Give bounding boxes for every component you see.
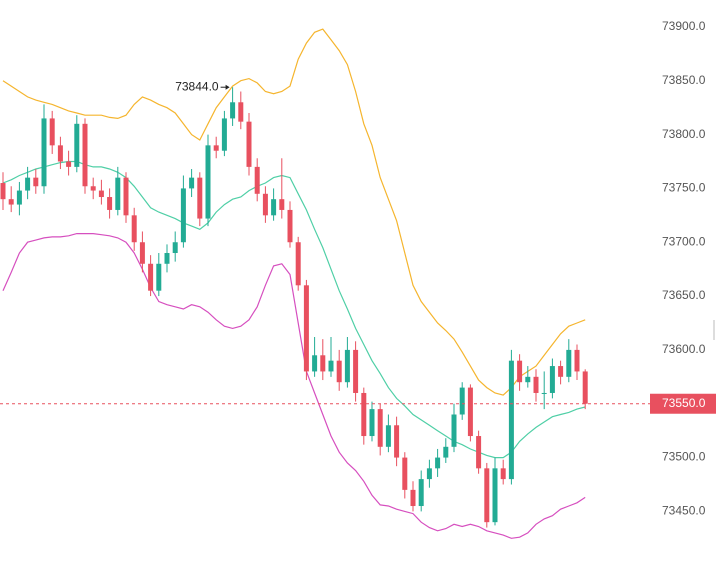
candle-body (16, 190, 22, 205)
candle-body (336, 360, 342, 383)
candle-body (254, 166, 260, 194)
high-annotation: 73844.0 (175, 79, 219, 93)
candle-body (123, 177, 129, 216)
y-tick-label: 73850.0 (662, 73, 706, 87)
candle-body (492, 468, 498, 523)
y-axis: 73450.0 73500.0 73550.0 73600.0 73650.0 73700… (650, 19, 716, 518)
candle-body (230, 102, 236, 119)
candle-body (435, 457, 441, 469)
candle-body (262, 193, 268, 216)
candle-body (312, 355, 318, 372)
candle-body (213, 145, 219, 151)
candle-body (180, 188, 186, 243)
candle-body (467, 387, 473, 437)
candle-body (582, 371, 588, 404)
candle-body (66, 161, 72, 167)
candle-body (410, 489, 416, 507)
candle-body (369, 409, 375, 437)
candle-body (574, 349, 580, 372)
y-tick-label: 73500.0 (662, 450, 706, 464)
candle-body (90, 186, 96, 191)
candle-body (49, 118, 55, 146)
candle-body (361, 392, 367, 437)
candle-body (402, 457, 408, 490)
candle-body (98, 190, 104, 198)
candle-body (566, 349, 572, 377)
candle-body (74, 123, 80, 167)
candle-body (303, 285, 309, 372)
candle-body (476, 436, 482, 469)
y-tick-label: 73800.0 (662, 127, 706, 141)
candle-body (287, 209, 293, 243)
candle-body (394, 425, 400, 458)
candle-body (172, 242, 178, 254)
candle-body (541, 392, 547, 394)
candle-body (197, 177, 203, 219)
candle-body (279, 199, 285, 210)
candle-body (508, 360, 514, 480)
band-line (2, 160, 586, 459)
candle-body (443, 446, 449, 458)
last-price-label: 73550.0 (662, 396, 706, 410)
candle-body (8, 199, 14, 205)
candle-body (500, 468, 506, 480)
candle-body (328, 360, 334, 372)
y-tick-label: 73600.0 (662, 342, 706, 356)
candle-body (320, 355, 326, 372)
candle-body (131, 215, 137, 243)
candle-body (189, 177, 195, 189)
candle-body (459, 387, 465, 415)
candle-body (484, 468, 490, 523)
candle-body (25, 177, 31, 191)
candle-body (164, 253, 170, 264)
candle-body (0, 183, 6, 200)
candle-body (115, 177, 121, 210)
band-line (2, 233, 586, 539)
last-price-box (650, 393, 716, 414)
y-tick-label: 73650.0 (662, 288, 706, 302)
candle-body (148, 263, 154, 291)
candle-body (517, 360, 523, 383)
candle-body (525, 376, 531, 383)
candle-body (451, 414, 457, 447)
candle-body (205, 145, 211, 219)
candle-body (558, 366, 564, 377)
y-tick-label: 73450.0 (662, 504, 706, 518)
candle-body (295, 242, 301, 286)
arrow-head (225, 84, 230, 90)
candle-body (221, 118, 227, 151)
candle-body (418, 479, 424, 507)
candle-body (107, 197, 113, 210)
candle-body (41, 118, 47, 187)
candle-body (377, 409, 383, 447)
candle-body (156, 263, 162, 291)
candle-body (533, 376, 539, 393)
series: 73844.0 (0, 28, 650, 539)
candle-body (385, 425, 391, 447)
candle-body (139, 242, 145, 264)
candle-body (344, 349, 350, 383)
band-line (2, 28, 586, 396)
candle-body (33, 177, 39, 187)
candle-body (426, 468, 432, 480)
candle-body (353, 349, 359, 393)
candle-body (238, 102, 244, 122)
candle-body (246, 121, 252, 167)
candle-body (271, 199, 277, 216)
y-tick-label: 73750.0 (662, 181, 706, 195)
y-tick-label: 73700.0 (662, 234, 706, 248)
y-tick-label: 73900.0 (662, 19, 706, 33)
candle-body (549, 366, 555, 393)
candle-body (57, 145, 63, 162)
candle-body (82, 123, 88, 187)
